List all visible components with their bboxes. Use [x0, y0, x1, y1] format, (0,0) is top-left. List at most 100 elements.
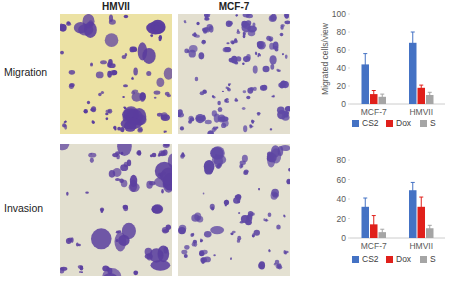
cell — [288, 168, 290, 171]
cell — [201, 40, 205, 44]
cell — [154, 97, 157, 99]
error-bar — [372, 216, 376, 234]
legend-item: S — [420, 118, 436, 128]
micrograph-bg — [178, 144, 290, 276]
tick-mark — [348, 179, 350, 180]
legend-label: S — [430, 118, 436, 128]
cell — [165, 92, 170, 96]
micrograph-bg — [178, 14, 290, 134]
tick-mark — [348, 14, 350, 15]
cell — [199, 250, 204, 256]
cell — [60, 267, 67, 271]
cell — [157, 113, 163, 117]
micrograph — [178, 144, 290, 276]
tick-mark — [348, 50, 350, 51]
cell — [212, 95, 214, 97]
error-bar — [372, 91, 376, 98]
cell — [224, 202, 226, 205]
legend-item: S — [420, 254, 436, 264]
cell — [91, 228, 112, 249]
tick-label: 0 — [341, 233, 346, 243]
cell — [193, 32, 196, 37]
cell — [67, 22, 70, 25]
cell — [274, 263, 277, 266]
cell — [268, 250, 270, 252]
cell — [216, 127, 218, 129]
cell — [203, 192, 205, 194]
tick-mark — [348, 238, 350, 239]
cell — [184, 245, 189, 250]
legend-label: S — [430, 254, 436, 264]
figure: HMVIIMCF-7MigrationInvasion020406080100M… — [0, 0, 450, 282]
cell — [150, 260, 170, 271]
cell — [251, 120, 253, 123]
cell — [275, 48, 279, 51]
cell — [248, 30, 256, 36]
tick-mark — [348, 199, 350, 200]
cell — [142, 48, 155, 64]
cell — [60, 23, 64, 30]
error-bar — [419, 85, 423, 90]
cell — [246, 96, 250, 100]
category-label: MCF-7 — [361, 241, 387, 251]
cell — [204, 160, 215, 173]
cell — [78, 24, 93, 36]
cell — [124, 15, 129, 19]
cell — [243, 34, 246, 38]
error-bar — [363, 198, 367, 216]
cell — [283, 215, 285, 217]
cell — [90, 158, 94, 163]
cell — [132, 77, 134, 79]
legend-swatch — [386, 256, 393, 263]
cell — [263, 66, 270, 73]
cell — [273, 95, 275, 98]
cell — [284, 215, 286, 217]
tick-label: 100 — [332, 9, 346, 19]
cell — [88, 153, 96, 158]
cell — [242, 63, 244, 65]
cell — [190, 117, 195, 121]
cell — [227, 88, 231, 91]
cell — [91, 106, 96, 112]
cell — [270, 129, 272, 131]
cell — [228, 83, 230, 85]
cell — [98, 93, 101, 97]
legend-label: Dox — [396, 118, 412, 128]
cell — [109, 70, 116, 75]
cell — [100, 209, 103, 213]
cell — [180, 154, 185, 157]
cell — [60, 144, 69, 150]
cell — [258, 188, 260, 190]
tick-mark — [348, 160, 350, 161]
cell — [204, 231, 212, 237]
cell — [105, 112, 108, 115]
cell — [184, 254, 188, 258]
cell — [236, 56, 241, 61]
cell — [164, 67, 172, 79]
error-bar — [428, 225, 432, 231]
cell — [271, 96, 274, 98]
cell — [226, 21, 232, 27]
cell — [214, 113, 220, 122]
tick-label: 40 — [337, 194, 347, 204]
cell — [189, 50, 196, 58]
cell — [257, 112, 261, 115]
cell — [276, 225, 281, 230]
cell — [236, 15, 238, 17]
cell — [133, 270, 138, 275]
cell — [120, 152, 122, 154]
legend-item: Dox — [386, 118, 412, 128]
y-axis-label: Migrated cells/view — [320, 22, 330, 95]
cell — [242, 107, 246, 110]
cell — [238, 212, 239, 214]
cell — [195, 114, 205, 123]
cell — [270, 128, 272, 130]
cell — [146, 71, 151, 76]
cell — [267, 152, 273, 162]
cell — [184, 49, 189, 54]
cell — [270, 64, 274, 70]
cell — [237, 236, 241, 241]
cell — [124, 107, 126, 110]
cell — [203, 28, 206, 31]
cell — [150, 34, 153, 36]
